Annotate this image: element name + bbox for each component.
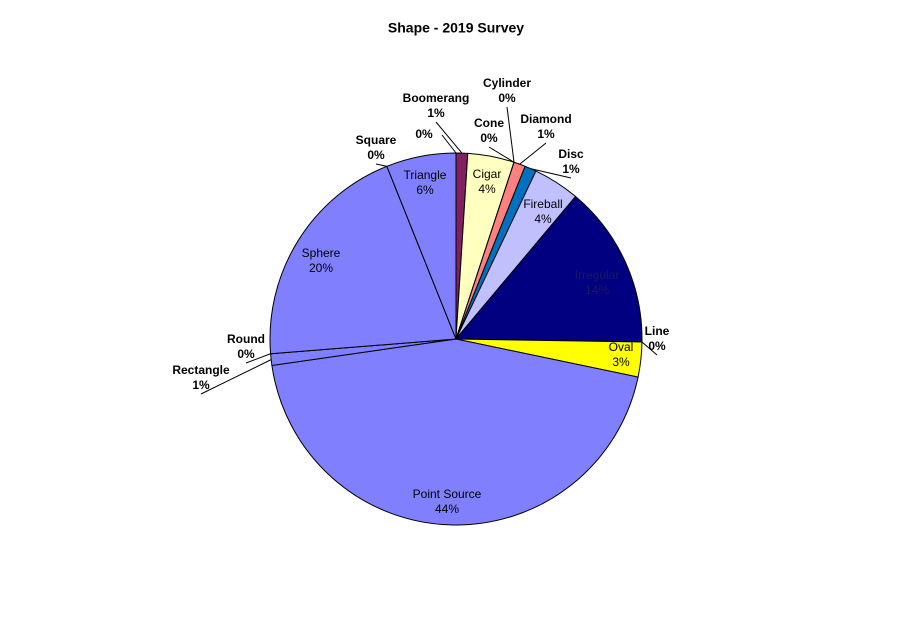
leader-line [435,121,463,154]
value-label: 4% [534,212,552,226]
chart-title: Shape - 2019 Survey [388,20,524,36]
value-label: 3% [612,355,630,369]
leader-line [245,353,271,364]
leader-line [530,168,572,179]
pie-slice [269,165,457,355]
leader-line [519,142,547,165]
slice-label: Point Source [413,487,482,501]
value-label: 0% [415,127,433,141]
value-label: 1% [562,162,580,176]
leader-line [441,134,457,154]
value-label: 6% [416,183,434,197]
slice-label: Triangle [404,168,447,182]
value-label: 4% [478,182,496,196]
slice-label: Fireball [523,197,562,211]
leader-line [641,341,658,356]
slice-label: Diamond [520,112,571,126]
value-label: 0% [480,131,498,145]
leader-line [506,106,515,163]
slice-label: Cone [474,116,504,130]
slice-label: Cigar [473,167,502,181]
slice-label: Round [227,332,265,346]
leader-line [488,146,515,163]
value-label: 20% [309,261,333,275]
pie-slice [271,338,639,526]
value-label: 0% [648,339,666,353]
slice-label: Boomerang [403,91,470,105]
slice-label: Square [356,133,397,147]
slice-label: Disc [558,147,584,161]
slice-label: Line [645,324,670,338]
value-label: 0% [237,347,255,361]
leader-line [200,359,272,395]
value-label: 0% [367,148,385,162]
slice-label: Oval [609,340,634,354]
slice-label: Irregular [575,268,620,282]
value-label: 0% [498,91,516,105]
value-label: 1% [192,378,210,392]
value-label: 1% [427,106,445,120]
value-label: 44% [435,502,459,516]
slice-label: Cylinder [483,76,531,90]
pie-slice [454,195,643,343]
value-label: 14% [585,283,609,297]
value-label: 1% [537,127,555,141]
slice-label: Sphere [302,246,341,260]
leader-line [375,163,387,167]
slice-label: Rectangle [172,363,230,377]
